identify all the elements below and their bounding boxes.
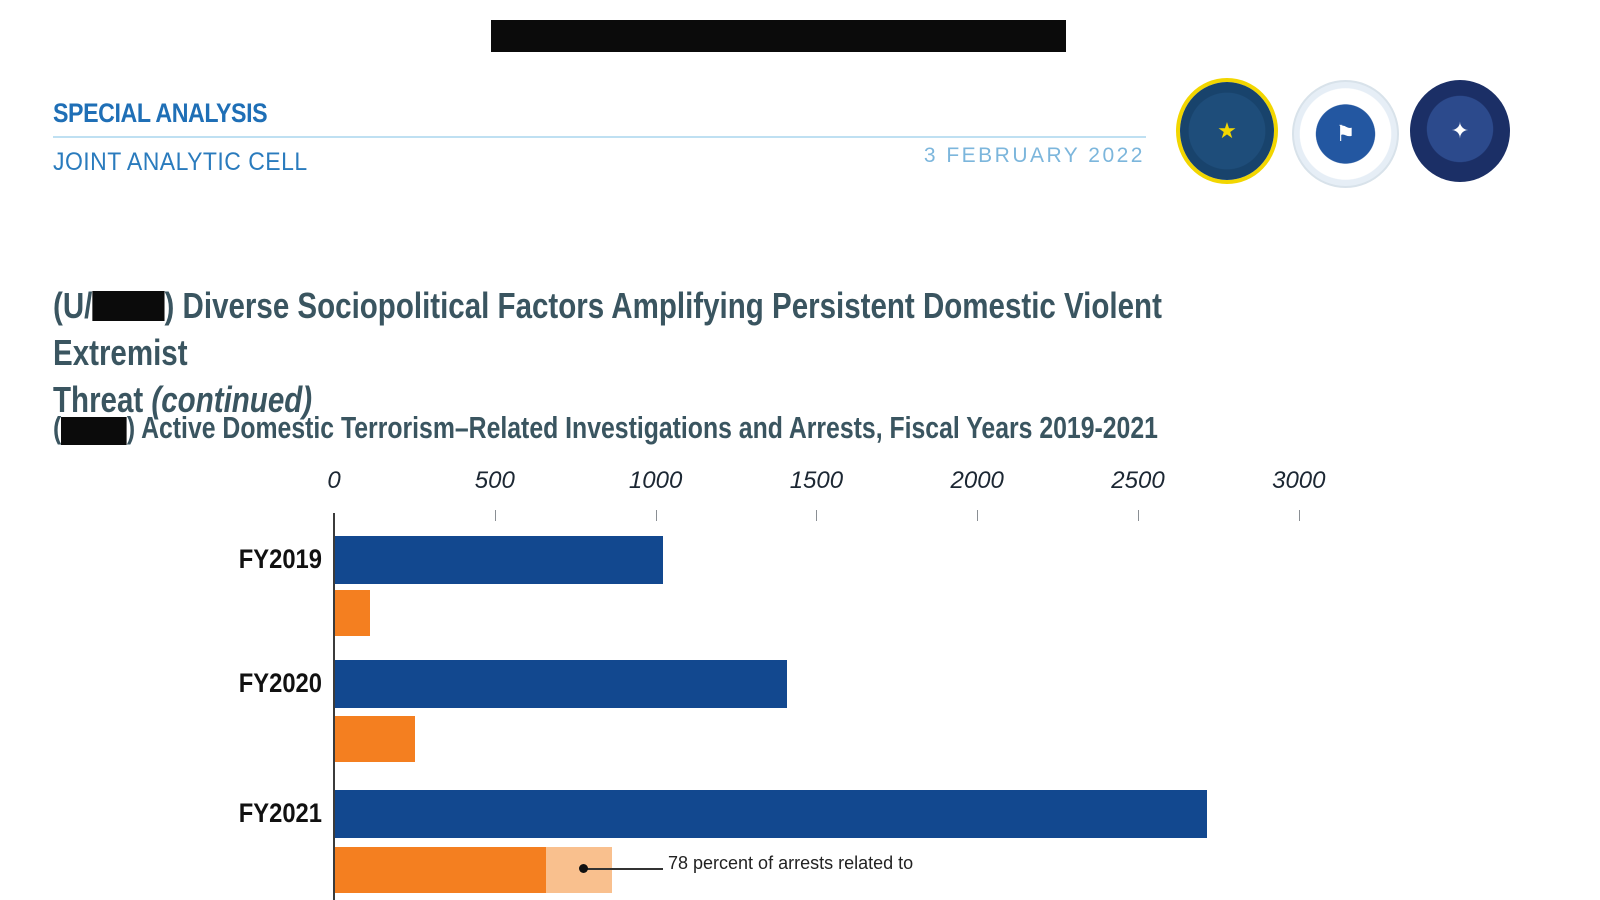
investigations-bar — [335, 536, 664, 584]
title-continued: (continued) — [151, 379, 313, 420]
category-label: FY2019 — [238, 544, 322, 574]
arrests-bar — [335, 590, 371, 636]
unit-label: JOINT ANALYTIC CELL — [53, 148, 308, 176]
arrests-bar — [335, 716, 416, 762]
x-tick-label: 1500 — [789, 467, 844, 494]
header-divider — [53, 136, 1146, 138]
chart-title-redaction — [61, 417, 127, 445]
top-redaction-bar — [491, 20, 1066, 52]
x-tick-label: 0 — [327, 467, 341, 494]
chart-title-text: ) Active Domestic Terrorism–Related Inve… — [126, 410, 1158, 445]
category-label: FY2021 — [238, 798, 322, 828]
x-tick-label: 500 — [474, 467, 515, 494]
chart-title-prefix: ( — [53, 410, 62, 445]
section-label: SPECIAL ANALYSIS — [53, 98, 268, 128]
title-text: ) Diverse Sociopolitical Factors Amplify… — [53, 285, 1162, 373]
arrests-bar — [335, 847, 546, 893]
dhs-seal-icon: ⚑ — [1292, 80, 1399, 188]
dni-seal-glyph: ✦ — [1450, 118, 1470, 143]
document-date: 3 FEBRUARY 2022 — [923, 144, 1145, 167]
category-label: FY2020 — [238, 668, 322, 698]
investigations-bar — [335, 790, 1207, 838]
x-tick-mark — [816, 510, 818, 521]
arrests-bar-highlight-segment — [545, 847, 612, 893]
annotation-text: 78 percent of arrests related to — [668, 853, 914, 873]
annotation-dot — [579, 864, 588, 873]
x-tick-mark — [977, 510, 979, 521]
dni-seal-icon: ✦ — [1410, 80, 1510, 182]
page-title: (U/) Diverse Sociopolitical Factors Ampl… — [53, 282, 1283, 423]
dhs-seal-glyph: ⚑ — [1335, 121, 1356, 146]
title-line2: Threat — [53, 379, 152, 420]
x-tick-label: 2500 — [1111, 467, 1165, 494]
title-redaction — [92, 291, 165, 321]
title-classification-prefix: (U/ — [53, 285, 93, 326]
x-tick-mark — [1138, 510, 1139, 521]
x-tick-mark — [655, 510, 657, 521]
x-tick-label: 1000 — [628, 467, 683, 494]
x-tick-mark — [1298, 510, 1300, 521]
annotation-leader-line — [583, 868, 663, 870]
y-axis-line — [333, 513, 335, 900]
x-tick-mark — [494, 510, 496, 521]
fbi-seal-glyph: ★ — [1217, 118, 1237, 143]
x-tick-label: 3000 — [1272, 467, 1326, 494]
chart-title: ( ) Active Domestic Terrorism–Related Inv… — [53, 410, 1413, 446]
x-tick-label: 2000 — [950, 467, 1004, 494]
fbi-seal-icon: ★ — [1180, 82, 1274, 180]
investigations-bar — [335, 660, 787, 708]
